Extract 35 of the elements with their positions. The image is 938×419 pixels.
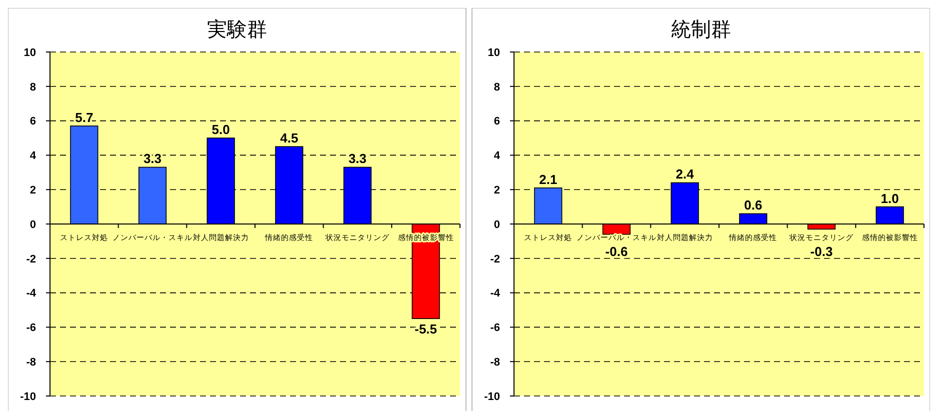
data-label: 5.7 bbox=[75, 110, 94, 125]
y-tick-label: -6 bbox=[26, 322, 36, 334]
y-tick-label: -4 bbox=[26, 288, 37, 300]
y-tick-label: 4 bbox=[30, 150, 37, 162]
y-tick-label: -10 bbox=[484, 390, 500, 403]
y-tick-label: 0 bbox=[30, 218, 36, 231]
y-tick-label: 10 bbox=[24, 46, 36, 59]
y-tick-label: 6 bbox=[30, 116, 36, 128]
y-tick-label: -8 bbox=[490, 356, 500, 368]
y-tick-label: 4 bbox=[494, 150, 501, 162]
data-label: 3.3 bbox=[143, 151, 162, 166]
data-label: 0.6 bbox=[744, 198, 762, 213]
data-label: 2.4 bbox=[676, 166, 695, 182]
data-label: 2.1 bbox=[539, 172, 558, 187]
y-tick-label: 0 bbox=[494, 218, 500, 231]
data-label: -0.6 bbox=[605, 244, 628, 259]
data-label: 1.0 bbox=[880, 190, 899, 206]
y-tick-label: -2 bbox=[26, 253, 36, 266]
y-tick-label: -4 bbox=[490, 288, 501, 300]
y-tick-label: 8 bbox=[30, 81, 36, 94]
y-tick-label: -10 bbox=[20, 390, 36, 403]
y-tick-label: 2 bbox=[30, 184, 36, 196]
chart-title: 統制群 bbox=[671, 19, 731, 41]
y-tick-label: -8 bbox=[26, 356, 36, 368]
y-tick-label: 2 bbox=[494, 184, 500, 196]
y-tick-label: 8 bbox=[494, 81, 500, 94]
data-label: 4.5 bbox=[280, 130, 298, 146]
data-label: 5.0 bbox=[212, 122, 230, 137]
y-tick-label: -6 bbox=[490, 322, 500, 334]
chart-title: 実験群 bbox=[207, 18, 267, 41]
y-tick-label: 10 bbox=[488, 46, 500, 59]
data-label: -0.3 bbox=[810, 244, 833, 259]
data-label: 3.3 bbox=[348, 151, 367, 166]
y-tick-label: 6 bbox=[494, 116, 500, 128]
y-tick-label: -2 bbox=[490, 253, 500, 266]
